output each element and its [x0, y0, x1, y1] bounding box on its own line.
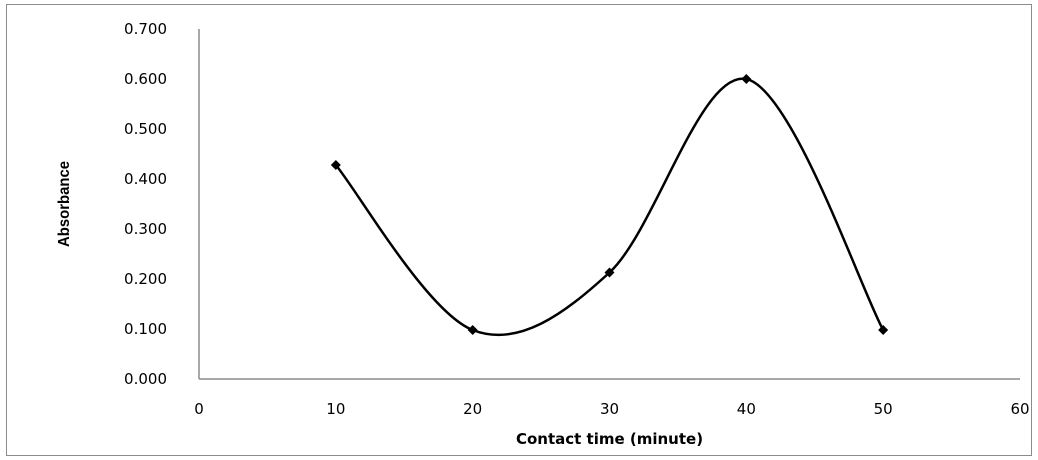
x-tick-label: 10 — [326, 400, 345, 418]
x-tick-labels: 0 10 20 30 40 50 60 — [194, 400, 1029, 418]
data-point — [330, 160, 341, 170]
y-axis-title: Absorbance — [56, 161, 73, 247]
chart-area — [6, 4, 1032, 456]
x-tick-label: 30 — [600, 400, 619, 418]
y-tick-label: 0.400 — [124, 170, 167, 188]
data-point — [467, 325, 478, 335]
data-markers — [330, 74, 889, 335]
series-line — [334, 77, 885, 337]
x-axis-title: Contact time (minute) — [516, 430, 703, 448]
y-tick-label: 0.100 — [124, 320, 167, 338]
data-point — [741, 74, 752, 84]
data-point — [604, 267, 615, 278]
x-tick-label: 50 — [874, 400, 893, 418]
x-tick-label: 60 — [1010, 400, 1029, 418]
x-tick-label: 40 — [737, 400, 756, 418]
x-tick-label: 20 — [463, 400, 482, 418]
y-tick-label: 0.300 — [124, 220, 167, 238]
data-point — [878, 325, 889, 335]
y-tick-label: 0.200 — [124, 270, 167, 288]
y-tick-label: 0.600 — [124, 70, 167, 88]
y-tick-label: 0.000 — [124, 370, 167, 388]
x-tick-label: 0 — [194, 400, 204, 418]
y-tick-label: 0.500 — [124, 120, 167, 138]
y-tick-label: 0.700 — [124, 20, 167, 38]
y-tick-labels: 0.000 0.100 0.200 0.300 0.400 0.500 0.600 0.700 — [124, 20, 167, 388]
